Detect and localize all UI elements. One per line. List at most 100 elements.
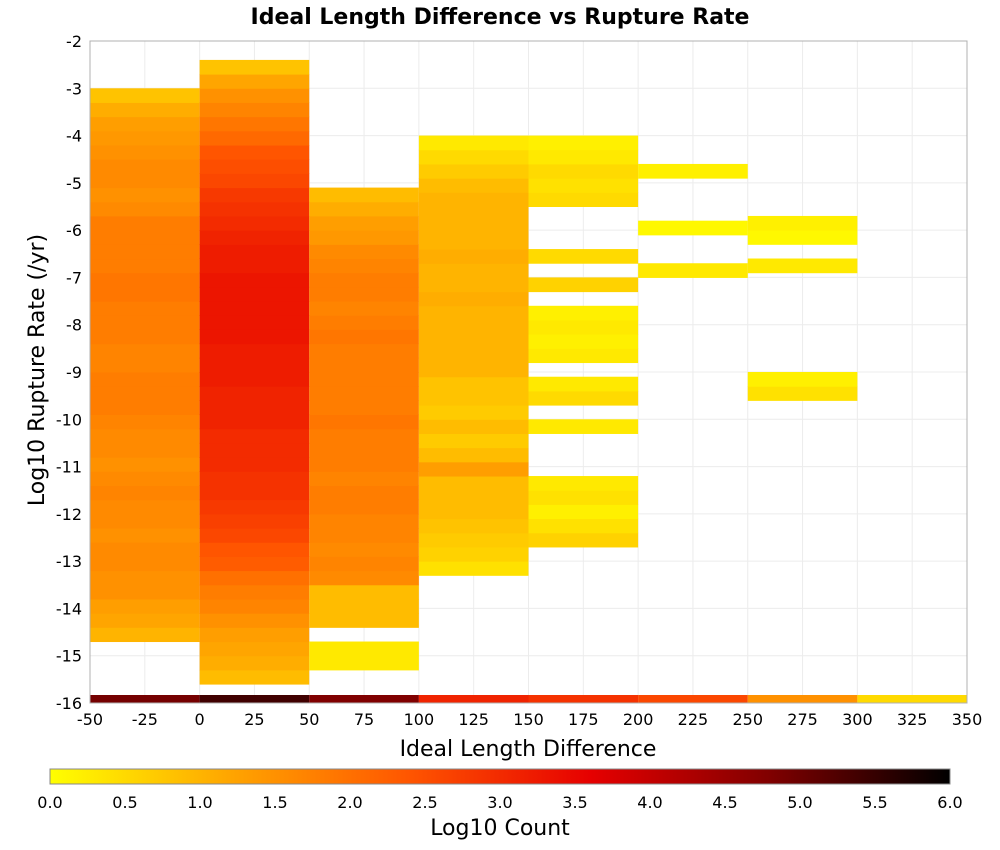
- y-tick-label: -15: [56, 647, 82, 666]
- heatmap-cell: [90, 357, 200, 373]
- heatmap-cell: [309, 556, 419, 572]
- y-tick-label: -8: [66, 316, 82, 335]
- heatmap-cell: [747, 230, 858, 245]
- x-tick-label: -25: [132, 710, 158, 729]
- heatmap-cell: [90, 258, 200, 274]
- heatmap-cell: [747, 258, 858, 274]
- colorbar-tick-label: 4.0: [637, 793, 662, 812]
- heatmap-cell: [199, 556, 310, 572]
- x-tick-label: 0: [195, 710, 205, 729]
- x-tick-labels: -50 -25 0 25 50 75 100 125 150 175 200 225 250 275 300…: [77, 710, 982, 729]
- heatmap-cell: [309, 442, 419, 458]
- heatmap-cell: [309, 187, 419, 203]
- heatmap-cell: [90, 315, 200, 330]
- x-tick-label: 300: [842, 710, 873, 729]
- heatmap-cell: [90, 286, 200, 302]
- heatmap-cell: [418, 249, 529, 264]
- x-axis-title: Ideal Length Difference: [400, 737, 657, 762]
- heatmap-cell: [199, 88, 310, 103]
- marginal-cell: [747, 695, 858, 703]
- heatmap-cell: [528, 476, 639, 491]
- colorbar-title: Log10 Count: [430, 816, 570, 841]
- heatmap-cell: [199, 145, 310, 160]
- heatmap-cell: [418, 433, 529, 449]
- y-tick-label: -4: [66, 127, 82, 146]
- y-tick-label: -5: [66, 174, 82, 193]
- heatmap-cell: [199, 372, 310, 387]
- heatmap-cell: [199, 528, 310, 543]
- heatmap-cell: [199, 442, 310, 458]
- x-tick-label: 75: [354, 710, 374, 729]
- heatmap-cell: [309, 655, 419, 671]
- heatmap-cell: [90, 485, 200, 501]
- heatmap-cell: [309, 485, 419, 501]
- heatmap-cell: [638, 220, 748, 236]
- heatmap-cell: [90, 145, 200, 160]
- y-tick-label: -2: [66, 32, 82, 51]
- heatmap-cell: [90, 230, 200, 245]
- y-tick-label: -9: [66, 363, 82, 382]
- heatmap-cell: [418, 362, 529, 378]
- heatmap-cell: [418, 319, 529, 335]
- x-tick-label: 150: [513, 710, 544, 729]
- heatmap-cell: [90, 613, 200, 628]
- heatmap-cell: [528, 319, 639, 335]
- heatmap-cell: [90, 584, 200, 600]
- heatmap-cell: [309, 258, 419, 274]
- heatmap-cell: [418, 291, 529, 307]
- heatmap-cell: [199, 655, 310, 671]
- heatmap-cell: [418, 135, 529, 151]
- colorbar-tick-label: 5.5: [862, 793, 887, 812]
- heatmap-cell: [90, 598, 200, 614]
- heatmap-cell: [309, 528, 419, 543]
- heatmap-cell: [199, 414, 310, 430]
- y-tick-label: -10: [56, 410, 82, 429]
- heatmap-cell: [528, 334, 639, 349]
- heatmap-cell: [309, 584, 419, 600]
- heatmap-cell: [309, 386, 419, 401]
- heatmap-cell: [418, 348, 529, 364]
- heatmap-cell: [199, 230, 310, 245]
- heatmap-cell: [309, 570, 419, 586]
- heatmap-cell: [90, 372, 200, 387]
- heatmap-cell: [309, 428, 419, 444]
- heatmap-cell: [309, 513, 419, 529]
- x-tick-label: 225: [678, 710, 709, 729]
- heatmap-cell: [199, 598, 310, 614]
- heatmap-cell: [309, 613, 419, 628]
- heatmap-cell: [90, 528, 200, 543]
- heatmap-cell: [309, 457, 419, 472]
- heatmap-cell: [418, 376, 529, 392]
- heatmap-cell: [90, 414, 200, 430]
- marginal-cell: [528, 695, 639, 703]
- x-tick-label: 125: [458, 710, 489, 729]
- heatmap-cell: [199, 315, 310, 330]
- heatmap-cell: [199, 116, 310, 132]
- marginal-row: [90, 695, 967, 703]
- heatmap-cell: [418, 263, 529, 278]
- heatmap-cell: [90, 400, 200, 416]
- x-tick-label: 250: [732, 710, 763, 729]
- heatmap-cell: [90, 201, 200, 217]
- heatmap-cell: [528, 149, 639, 165]
- heatmap-cell: [528, 135, 639, 151]
- heatmap-cell: [418, 546, 529, 562]
- heatmap-cell: [309, 315, 419, 330]
- heatmap-cell: [528, 277, 639, 293]
- colorbar-tick-label: 6.0: [937, 793, 962, 812]
- colorbar-tick-label: 5.0: [787, 793, 812, 812]
- y-tick-label: -3: [66, 79, 82, 98]
- heatmap-cell: [90, 556, 200, 572]
- heatmap-cell: [90, 244, 200, 260]
- heatmap-cell: [309, 215, 419, 231]
- heatmap-cell: [199, 669, 310, 685]
- colorbar-tick-label: 2.5: [412, 793, 437, 812]
- x-tick-label: -50: [77, 710, 103, 729]
- heatmap-cell: [90, 513, 200, 529]
- heatmap-cell: [309, 272, 419, 288]
- heatmap-cell: [90, 102, 200, 118]
- marginal-cell: [857, 695, 967, 703]
- heatmap-cell: [418, 305, 529, 321]
- heatmap-cell: [418, 490, 529, 505]
